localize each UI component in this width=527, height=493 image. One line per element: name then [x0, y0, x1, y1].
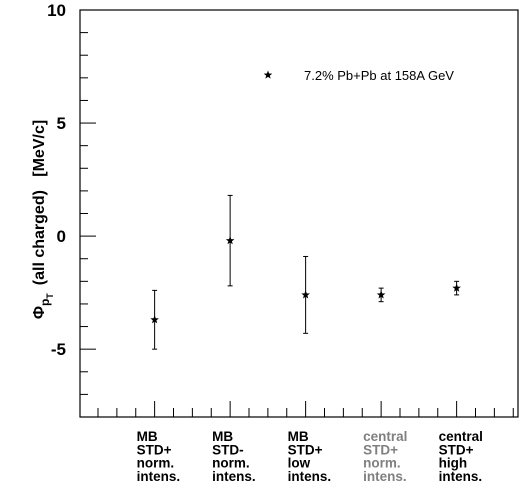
- y-axis-label: ΦpT (all charged) [MeV/c]: [31, 120, 55, 319]
- legend-label: 7.2% Pb+Pb at 158A GeV: [304, 68, 454, 83]
- axis-ticks: 10 5 0 -5: [47, 1, 514, 417]
- star-marker: [301, 290, 310, 299]
- y-axis-label-text: ΦpT (all charged) [MeV/c]: [31, 120, 55, 319]
- y-tick-label: 0: [57, 227, 66, 246]
- category-label-line: norm.: [363, 456, 401, 471]
- star-marker: [150, 315, 159, 324]
- legend-star-marker: [263, 70, 273, 79]
- category-label-line: norm.: [137, 456, 175, 471]
- data-points: [150, 194, 461, 350]
- category-label-line: MB: [288, 429, 309, 444]
- category-label-4: central STD+ norm. intens.: [363, 429, 407, 484]
- category-label-line: STD+: [363, 442, 398, 457]
- category-label-line: MB: [137, 429, 158, 444]
- category-label-5: central STD+ high intens.: [439, 429, 483, 484]
- y-tick-label: -5: [51, 340, 66, 359]
- category-label-line: intens.: [439, 469, 483, 484]
- category-label-line: STD-: [212, 442, 244, 457]
- category-label-line: STD+: [439, 442, 474, 457]
- data-point-1: [150, 289, 159, 350]
- data-point-2: [225, 194, 235, 287]
- y-tick-label: 10: [47, 1, 66, 20]
- star-marker: [376, 290, 386, 299]
- category-label-line: MB: [212, 429, 233, 444]
- data-point-3: [301, 255, 310, 334]
- data-point-4: [376, 287, 386, 303]
- category-label-line: low: [288, 456, 311, 471]
- category-label-line: high: [439, 456, 468, 471]
- legend: 7.2% Pb+Pb at 158A GeV: [263, 68, 454, 83]
- category-label-line: intens.: [363, 469, 407, 484]
- category-label-line: central: [439, 429, 483, 444]
- star-marker: [225, 236, 235, 245]
- category-labels: MB STD+ norm. intens.MB STD-norm. intens.MB ST…: [137, 429, 483, 484]
- y-axis-label-group: ΦpT (all charged) [MeV/c]: [31, 120, 55, 319]
- y-label-text: (all charged) [MeV/c]: [31, 120, 48, 285]
- star-marker: [452, 283, 461, 292]
- category-label-2: MB STD-norm. intens.: [212, 429, 256, 484]
- category-label-line: norm.: [212, 456, 250, 471]
- category-label-3: MB STD+ low intens.: [288, 429, 332, 484]
- category-label-line: intens.: [288, 469, 332, 484]
- category-label-line: intens.: [212, 469, 256, 484]
- category-label-line: intens.: [137, 469, 181, 484]
- category-label-line: STD+: [137, 442, 172, 457]
- y-tick-label: 5: [57, 114, 66, 133]
- y-label-subscript: p: [38, 299, 52, 306]
- category-label-1: MB STD+ norm. intens.: [137, 429, 181, 484]
- y-label-symbol: Φ: [31, 306, 48, 319]
- category-label-line: STD+: [288, 442, 323, 457]
- data-point-5: [452, 280, 461, 296]
- y-label-subsubscript: T: [45, 293, 55, 299]
- category-label-line: central: [363, 429, 407, 444]
